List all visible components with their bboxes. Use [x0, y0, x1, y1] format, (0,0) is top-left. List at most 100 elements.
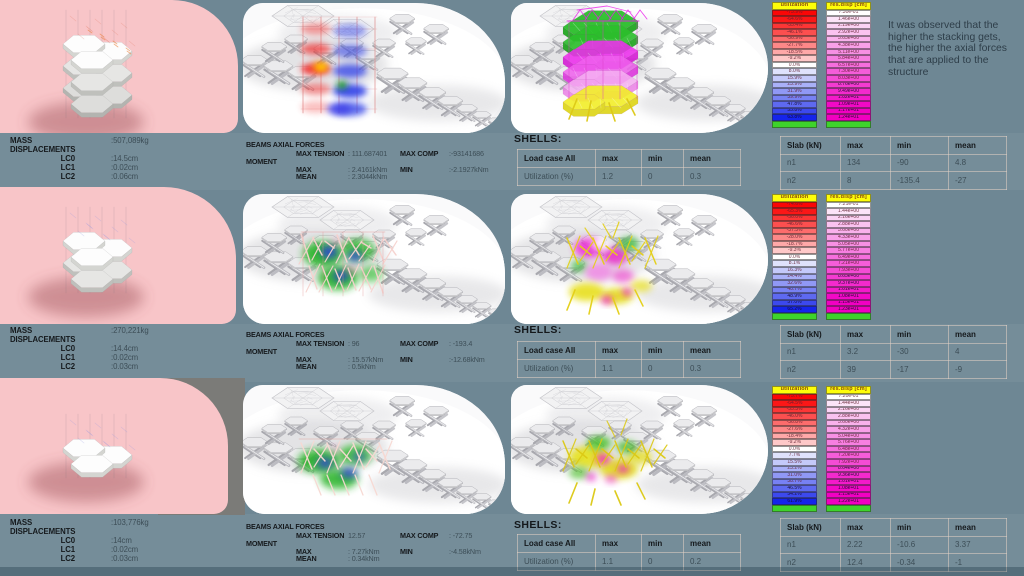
slab-table-cell: n1 [780, 535, 841, 554]
shells-table-cell: 1.1 [595, 359, 642, 378]
disp-legend-cell: 5.77e+00 [826, 247, 871, 254]
slab-table-cell: 3.2 [840, 342, 891, 361]
moment-max-value: : 15.57kNm [348, 355, 384, 364]
beams-structure-render-row1 [243, 3, 505, 133]
disp-legend-cell: 7.93e+00 [826, 266, 871, 274]
lc-label: LC1 [60, 544, 76, 554]
slab-table-cell: -17 [890, 360, 949, 379]
utilization-legend-cell: 46.5% [772, 485, 817, 492]
hex-stack-render-row3 [28, 413, 144, 502]
shells-table-header-cell: max [595, 341, 642, 360]
disp-legend-cell: 8.03e+00 [826, 74, 871, 82]
slab-table-cell: 2.22 [840, 535, 891, 554]
shells-table-header-cell: mean [683, 534, 741, 553]
utilization-legend-cell: 0.0% [772, 445, 817, 453]
slab-table: Slab (kN) max min mean n1 134 -90 4.8 n2 8 -135.4-… [780, 136, 1007, 190]
disp-legend-cell: 3.65e+00 [826, 35, 871, 43]
mass-label: MASS [10, 135, 33, 145]
mass-label: MASS [10, 517, 33, 527]
moment-mean-value: : 0.34kNm [348, 554, 380, 563]
max-tension-label: MAX TENSION [296, 531, 345, 540]
slab-table: Slab (kN) max min mean n1 2.22 -10.6 3.37 n2 12.4… [780, 518, 1007, 572]
utilization-legend-cell: -18.5% [772, 48, 817, 56]
shells-render-panel-row2 [511, 194, 768, 324]
moment-min-label: MIN [400, 355, 413, 364]
shells-table-row: Utilization (%) 1.2 0 0.3 [517, 167, 741, 186]
max-comp-label: MAX COMP [400, 339, 439, 348]
hex-stack-render-row1 [28, 9, 144, 133]
utilization-legend-end-cell [772, 120, 817, 128]
shells-table-header-row: Load case All max min mean [517, 149, 741, 168]
utilization-legend-cell: 15.9% [772, 74, 817, 82]
moment-min-label: MIN [400, 547, 413, 556]
disp-legend-cell: 3.60e+00 [826, 419, 871, 427]
shells-table-cell: 1.1 [595, 552, 642, 571]
shells-table-header-cell: min [641, 534, 684, 553]
utilization-legend-cell: -37.3% [772, 227, 817, 235]
utilization-legend-cell: 8.1% [772, 260, 817, 267]
disp-legend: res.disp [cm] 7.20e-01 1.44e+00 2.16e+00 2.8… [826, 386, 871, 512]
utilization-legend-cell: 65.2% [772, 306, 817, 313]
lc-value: :0.02cm [111, 544, 139, 554]
mass-value: :270,221kg [111, 325, 149, 335]
utilization-legend-cell: -18.7% [772, 240, 817, 248]
lc-label: LC0 [60, 153, 76, 163]
shells-table-header-cell: max [595, 149, 642, 168]
slab-table-row: n1 134 -90 4.8 [780, 153, 1007, 172]
max-tension-label: MAX TENSION [296, 339, 345, 348]
disp-legend-cell: 2.16e+00 [826, 406, 871, 414]
utilization-legend-cell: 24.4% [772, 273, 817, 281]
shells-table-cell: 0.2 [683, 552, 741, 571]
slab-table-cell: -27 [948, 171, 1007, 190]
lc-label: LC1 [60, 162, 76, 172]
lc-value: :0.02cm [111, 352, 139, 362]
slab-table-row: n2 39 -17 -9 [780, 360, 1007, 379]
utilization-legend-cell: -65.3% [772, 208, 817, 215]
moment-max-label: MAX [296, 355, 312, 364]
slab-table: Slab (kN) max min mean n1 3.2 -30 4 n2 39 -17 -9 [780, 325, 1007, 379]
utilization-legend-cell: 54.2% [772, 491, 817, 499]
shells-table-header-cell: Load case All [517, 149, 596, 168]
disp-legend-cell: 1.44e+00 [826, 208, 871, 215]
utilization-legend-cell: 31.9% [772, 88, 817, 95]
lc-label: LC2 [60, 361, 76, 371]
disp-legend-cell: 1.44e+00 [826, 400, 871, 407]
utilization-legend-header: utilization [772, 2, 817, 10]
disp-legend-cell: 4.33e+00 [826, 234, 871, 241]
max-tension-value: 12.57 [348, 531, 366, 540]
slab-table-cell: n2 [780, 360, 841, 379]
observation-note-line: that are applied to the [888, 55, 989, 67]
observation-note-line: the higher the axial forces [888, 43, 1007, 55]
shells-render-panel-row1 [511, 3, 768, 133]
shells-table-cell: 0.3 [683, 167, 741, 186]
disp-legend-cell: 7.92e+00 [826, 458, 871, 466]
observation-note-line: It was observed that the [888, 20, 999, 31]
disp-legend-cell: 5.76e+00 [826, 439, 871, 446]
slab-table-header-cell: Slab (kN) [780, 518, 841, 537]
mass-value: :103,776kg [111, 517, 149, 527]
slab-table-cell: 3.37 [948, 535, 1007, 554]
mass-model-panel-row2 [0, 187, 236, 324]
utilization-legend-cell: 40.7% [772, 286, 817, 294]
disp-legend-cell: 1.02e+01 [826, 94, 871, 102]
shells-table-row: Utilization (%) 1.1 0 0.3 [517, 359, 741, 378]
max-comp-value: :-93141686 [449, 149, 484, 158]
beams-render-panel-row2 [243, 194, 505, 324]
disp-legend-cell: 7.21e-01 [826, 201, 871, 209]
slab-table-header-cell: mean [948, 136, 1007, 155]
moment-mean-value: : 2.3044kNm [348, 172, 388, 181]
slab-table-header-cell: max [840, 136, 891, 155]
utilization-legend-cell: 0.0% [772, 253, 817, 261]
observation-note: It was observed that the higher the stack… [888, 20, 1020, 79]
utilization-legend-cell: 63.8% [772, 114, 817, 121]
utilization-legend-header: utilization [772, 386, 817, 394]
disp-legend-cell: 4.32e+00 [826, 426, 871, 433]
beams-axial-forces-title: BEAMS AXIAL FORCES [246, 140, 325, 149]
max-comp-value: : -72.75 [449, 531, 473, 540]
disp-legend-cell: 7.21e+00 [826, 260, 871, 267]
shells-table-header-cell: mean [683, 149, 741, 168]
disp-legend-cell: 6.48e+00 [826, 445, 871, 453]
bottom-bar [0, 567, 1024, 576]
disp-legend-cell: 2.16e+00 [826, 214, 871, 222]
slab-table-cell: -10.6 [890, 535, 949, 554]
